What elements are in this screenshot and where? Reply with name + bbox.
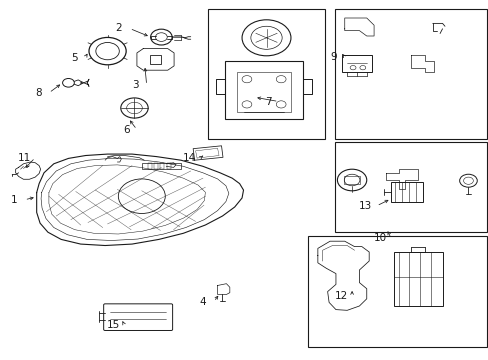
Bar [160,163,164,169]
Bar [207,9,325,139]
Text: 11: 11 [18,153,31,163]
Text: 3: 3 [132,80,139,90]
Text: 8: 8 [35,88,41,98]
Text: 15: 15 [106,320,120,330]
Bar [154,163,158,169]
Bar [342,55,371,72]
Text: 6: 6 [122,125,129,135]
Bar [343,176,360,184]
Text: 1: 1 [10,195,17,205]
Text: 14: 14 [183,153,196,163]
Text: 10: 10 [373,233,386,243]
Text: 7: 7 [264,96,271,107]
Bar [390,182,422,202]
Bar [149,55,161,64]
Bar [334,9,486,139]
Text: 12: 12 [334,291,347,301]
Text: 2: 2 [115,23,122,33]
Bar [307,236,486,347]
Text: 4: 4 [199,297,206,307]
Bar [142,163,181,169]
Bar [393,252,442,306]
Text: 13: 13 [358,201,372,211]
Bar [166,163,170,169]
Text: 9: 9 [330,52,337,62]
Bar [237,72,290,112]
Bar [147,163,151,169]
Text: 5: 5 [71,53,78,63]
Bar [224,61,303,119]
Bar [334,142,486,232]
